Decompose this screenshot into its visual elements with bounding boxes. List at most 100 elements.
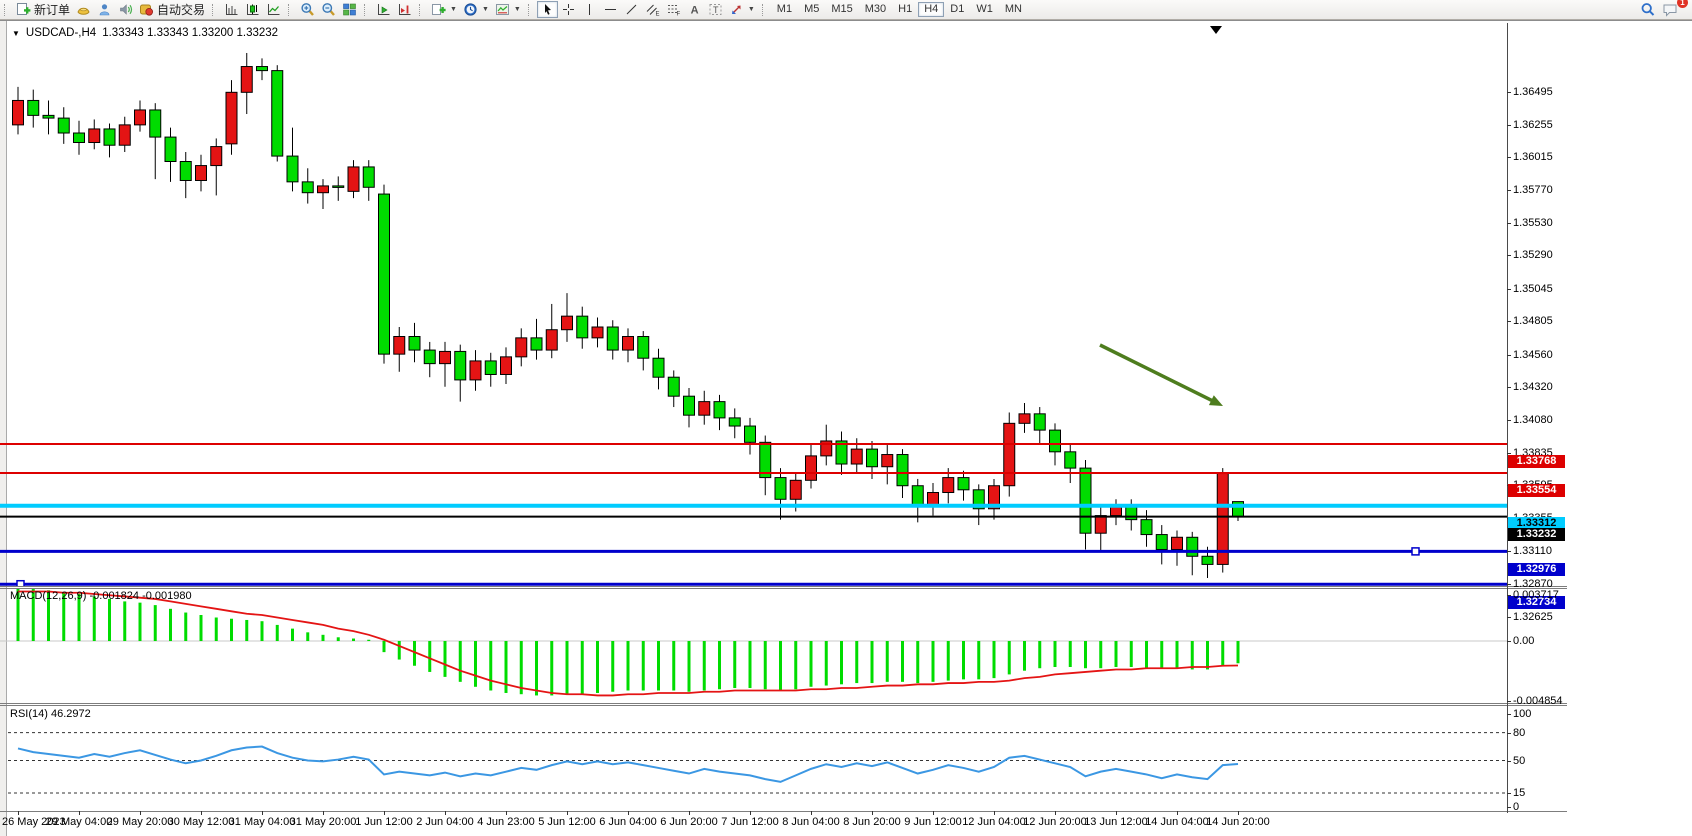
tf-button-W1[interactable]: W1	[976, 3, 993, 15]
tf-button-D1[interactable]: D1	[950, 3, 965, 15]
chart-menu-triangle-icon[interactable]: ▼	[12, 28, 20, 38]
toolbar: 新订单 自动交易 ▼ ▼ ▼	[0, 0, 1692, 20]
time-tick-label: 29 May 20:00	[106, 816, 174, 828]
line-handle[interactable]	[1411, 547, 1420, 556]
tf-button-H4[interactable]: H4	[918, 2, 945, 17]
price-tick-label: 1.34805	[1513, 315, 1553, 328]
tf-button-M30[interactable]: M30	[864, 3, 887, 15]
tf-button-M1[interactable]: M1	[776, 3, 793, 15]
fibonacci-button[interactable]: F	[663, 0, 684, 19]
rsi-axis-tick	[1507, 807, 1511, 808]
zoom-out-button[interactable]	[318, 0, 339, 19]
toolbar-grip[interactable]	[761, 3, 766, 16]
candle	[637, 336, 650, 359]
equidistant-channel-button[interactable]: E	[642, 0, 663, 19]
candle	[789, 479, 802, 500]
candle	[134, 109, 146, 126]
chart-shift-button[interactable]	[394, 0, 415, 19]
toolbar-grip[interactable]	[527, 3, 532, 16]
crosshair-button[interactable]	[558, 0, 579, 19]
bar-chart-button[interactable]	[221, 0, 242, 19]
toolbar-grip[interactable]	[419, 3, 423, 16]
candle	[942, 477, 955, 494]
panel-separator	[0, 811, 1567, 812]
bar-chart-icon	[224, 2, 239, 17]
trendline-button[interactable]	[621, 0, 642, 19]
new-order-button[interactable]: 新订单	[13, 0, 73, 19]
time-tick-label: 31 May 04:00	[228, 816, 296, 828]
text-label-icon: T	[708, 2, 723, 17]
toolbar-grip[interactable]	[288, 3, 292, 16]
candle	[1079, 467, 1092, 534]
candlestick-chart-button[interactable]	[242, 0, 263, 19]
time-tick-label: 6 Jun 04:00	[599, 816, 657, 828]
tile-windows-button[interactable]	[339, 0, 360, 19]
price-axis-line	[1507, 23, 1508, 813]
autotrading-button[interactable]: 自动交易	[136, 0, 208, 19]
cursor-button[interactable]	[536, 1, 558, 18]
arrows-icon	[729, 2, 744, 17]
macd-axis-label: -0.004854	[1513, 695, 1563, 708]
rsi-panel[interactable]	[0, 706, 1507, 811]
price-tick-label: 1.34560	[1513, 348, 1553, 361]
toolbar-grip[interactable]	[364, 3, 368, 16]
tf-button-M5[interactable]: M5	[804, 3, 820, 15]
chart-shift-icon	[397, 2, 412, 17]
periods-button[interactable]: ▼	[460, 0, 492, 19]
macd-panel[interactable]	[0, 589, 1507, 703]
search-icon	[1640, 2, 1656, 18]
candle	[622, 336, 634, 351]
candle	[1049, 429, 1061, 453]
tf-button-M15[interactable]: M15	[831, 3, 853, 15]
indicators-button[interactable]: ▼	[428, 0, 460, 19]
line-handle[interactable]	[16, 579, 25, 586]
trend-arrow-annotation[interactable]	[1099, 343, 1215, 404]
candle	[759, 441, 772, 479]
horizontal-line-button[interactable]	[600, 0, 621, 19]
auto-scroll-button[interactable]	[373, 0, 394, 19]
price-tick	[1507, 92, 1511, 93]
panel-separator[interactable]	[0, 703, 1567, 704]
rsi-axis-tick	[1507, 760, 1511, 762]
chat-icon	[1662, 2, 1679, 18]
main-chart-panel[interactable]	[0, 23, 1507, 586]
time-tick	[750, 811, 751, 815]
candle	[835, 440, 848, 465]
price-tick	[1507, 419, 1511, 421]
zoom-in-button[interactable]	[297, 0, 318, 19]
rsi-axis-tick	[1507, 793, 1511, 795]
arrows-button[interactable]: ▼	[726, 0, 758, 19]
gold-ingot-button[interactable]	[73, 0, 94, 19]
panel-separator[interactable]	[0, 588, 1567, 589]
periods-clock-icon	[463, 2, 478, 17]
chat-button[interactable]: 1	[1659, 0, 1688, 19]
search-button[interactable]	[1637, 0, 1659, 19]
vertical-line-button[interactable]	[579, 0, 600, 19]
shift-end-marker-icon[interactable]	[1210, 26, 1222, 34]
tf-button-H1[interactable]: H1	[898, 3, 913, 15]
panel-separator[interactable]	[0, 705, 1567, 706]
rsi-axis-label: 0	[1513, 801, 1520, 813]
line-chart-button[interactable]	[263, 0, 284, 19]
panel-separator[interactable]	[0, 586, 1567, 587]
text-button[interactable]: A	[684, 0, 705, 19]
time-tick	[689, 811, 690, 815]
tf-button-MN[interactable]: MN	[1004, 3, 1022, 15]
chevron-down-icon: ▼	[450, 6, 457, 13]
time-tick	[1116, 811, 1117, 815]
price-tick	[1507, 583, 1511, 585]
horizontal-line-icon	[603, 2, 618, 17]
templates-button[interactable]: ▼	[492, 0, 524, 19]
text-label-button[interactable]: T	[705, 0, 726, 19]
candle	[698, 401, 711, 416]
crosshair-icon	[561, 2, 576, 17]
candle	[1140, 519, 1153, 536]
candle	[683, 395, 695, 416]
toolbar-grip[interactable]	[4, 3, 8, 16]
candle	[1201, 555, 1214, 565]
broadcast-button[interactable]	[115, 0, 136, 19]
user-cloud-button[interactable]	[94, 0, 115, 19]
toolbar-grip[interactable]	[212, 3, 216, 16]
candle	[378, 193, 390, 355]
text-icon: A	[687, 2, 702, 17]
